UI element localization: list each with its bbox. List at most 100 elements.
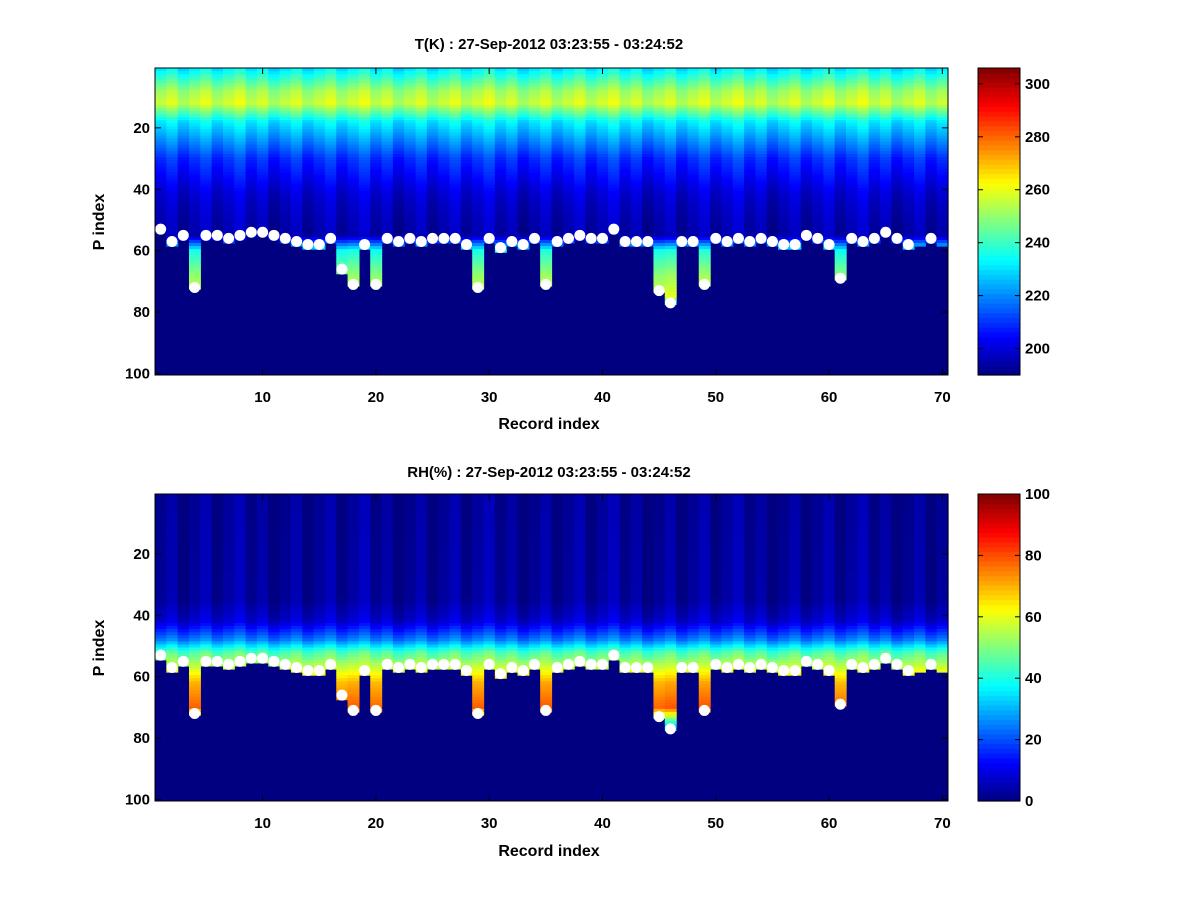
heatmap-cell bbox=[302, 184, 315, 189]
heatmap-cell bbox=[392, 212, 405, 216]
heatmap-cell bbox=[562, 166, 575, 170]
heatmap-cell bbox=[914, 227, 926, 232]
heatmap-cell bbox=[789, 206, 802, 210]
heatmap-cell bbox=[914, 95, 926, 100]
heatmap-cell bbox=[256, 221, 269, 226]
heatmap-cell bbox=[664, 129, 677, 134]
heatmap-cell bbox=[914, 126, 926, 130]
heatmap-cell bbox=[812, 227, 824, 232]
heatmap-cell bbox=[177, 638, 190, 642]
heatmap-cell bbox=[404, 206, 417, 210]
heatmap-cell bbox=[200, 135, 213, 140]
heatmap-cell bbox=[494, 224, 507, 229]
heatmap-cell bbox=[868, 83, 881, 88]
heatmap-cell bbox=[506, 107, 519, 112]
heatmap-cell bbox=[460, 120, 473, 124]
colorbar-swatch bbox=[978, 154, 1020, 160]
heatmap-cell bbox=[800, 101, 813, 106]
heatmap-cell bbox=[812, 107, 824, 112]
heatmap-cell bbox=[188, 613, 201, 618]
heatmap-cell bbox=[268, 101, 281, 106]
heatmap-cell bbox=[732, 77, 745, 81]
heatmap-cell bbox=[857, 147, 870, 152]
heatmap-cell bbox=[823, 123, 836, 127]
heatmap-cell bbox=[902, 196, 915, 201]
heatmap-cell bbox=[392, 206, 405, 210]
heatmap-cell bbox=[596, 221, 609, 226]
colorbar-swatch bbox=[978, 125, 1020, 131]
heatmap-cell bbox=[494, 227, 507, 232]
heatmap-cell bbox=[551, 193, 564, 198]
heatmap-cell bbox=[766, 89, 779, 94]
heatmap-cell bbox=[868, 200, 881, 204]
heatmap-cell bbox=[347, 147, 360, 152]
heatmap-cell bbox=[460, 215, 473, 220]
heatmap-cell bbox=[166, 178, 179, 183]
surface-marker bbox=[710, 232, 722, 244]
heatmap-cell bbox=[868, 193, 881, 198]
heatmap-cell bbox=[778, 68, 790, 72]
heatmap-cell bbox=[245, 200, 258, 204]
heatmap-cell bbox=[166, 533, 179, 538]
heatmap-cell bbox=[438, 126, 451, 130]
heatmap-cell bbox=[188, 622, 201, 627]
heatmap-cell bbox=[551, 221, 564, 226]
heatmap-cell bbox=[245, 120, 258, 124]
heatmap-cell bbox=[188, 74, 201, 78]
heatmap-cell bbox=[381, 74, 394, 78]
heatmap-cell bbox=[392, 114, 405, 118]
heatmap-cell bbox=[630, 181, 643, 186]
heatmap-cell bbox=[155, 92, 167, 97]
heatmap-cell bbox=[166, 647, 179, 652]
heatmap-cell bbox=[234, 647, 247, 652]
heatmap-cell bbox=[313, 193, 326, 198]
heatmap-cell bbox=[562, 138, 575, 143]
heatmap-cell bbox=[823, 138, 836, 143]
heatmap-cell bbox=[268, 607, 281, 612]
heatmap-cell bbox=[778, 104, 790, 109]
heatmap-cell bbox=[766, 114, 779, 118]
heatmap-cell bbox=[222, 546, 235, 550]
heatmap-cell bbox=[857, 200, 870, 204]
colorbar-swatch bbox=[978, 283, 1020, 290]
heatmap-cell bbox=[358, 187, 371, 192]
heatmap-cell bbox=[687, 89, 700, 94]
heatmap-cell bbox=[710, 141, 723, 146]
heatmap-cell bbox=[778, 209, 790, 213]
heatmap-cell bbox=[732, 135, 745, 140]
heatmap-cell bbox=[245, 86, 258, 91]
heatmap-cell bbox=[880, 157, 892, 161]
heatmap-cell bbox=[211, 206, 224, 210]
heatmap-cell bbox=[664, 138, 677, 143]
heatmap-cell bbox=[823, 157, 836, 161]
surface-marker bbox=[257, 226, 269, 238]
heatmap-cell bbox=[891, 190, 904, 195]
heatmap-cell bbox=[608, 135, 621, 140]
heatmap-cell bbox=[415, 129, 428, 134]
heatmap-cell bbox=[211, 524, 224, 529]
heatmap-cell bbox=[279, 114, 292, 118]
heatmap-cell bbox=[936, 200, 949, 204]
heatmap-cell bbox=[211, 74, 224, 78]
heatmap-cell bbox=[902, 110, 915, 115]
surface-marker bbox=[698, 278, 710, 290]
heatmap-cell bbox=[222, 157, 235, 161]
heatmap-cell bbox=[619, 138, 632, 143]
heatmap-cell bbox=[698, 147, 711, 152]
heatmap-cell bbox=[358, 147, 371, 152]
heatmap-cell bbox=[834, 218, 847, 223]
heatmap-cell bbox=[155, 83, 167, 88]
heatmap-cell bbox=[234, 181, 247, 186]
heatmap-cell bbox=[664, 172, 677, 177]
heatmap-cell bbox=[177, 138, 190, 143]
surface-marker bbox=[472, 282, 484, 294]
heatmap-cell bbox=[256, 644, 269, 649]
heatmap-cell bbox=[789, 86, 802, 91]
heatmap-cell bbox=[698, 141, 711, 146]
heatmap-cell bbox=[857, 181, 870, 186]
heatmap-cell bbox=[868, 153, 881, 158]
heatmap-cell bbox=[166, 659, 179, 664]
heatmap-cell bbox=[188, 592, 201, 596]
heatmap-cell bbox=[540, 126, 553, 130]
heatmap-cell bbox=[256, 80, 269, 84]
